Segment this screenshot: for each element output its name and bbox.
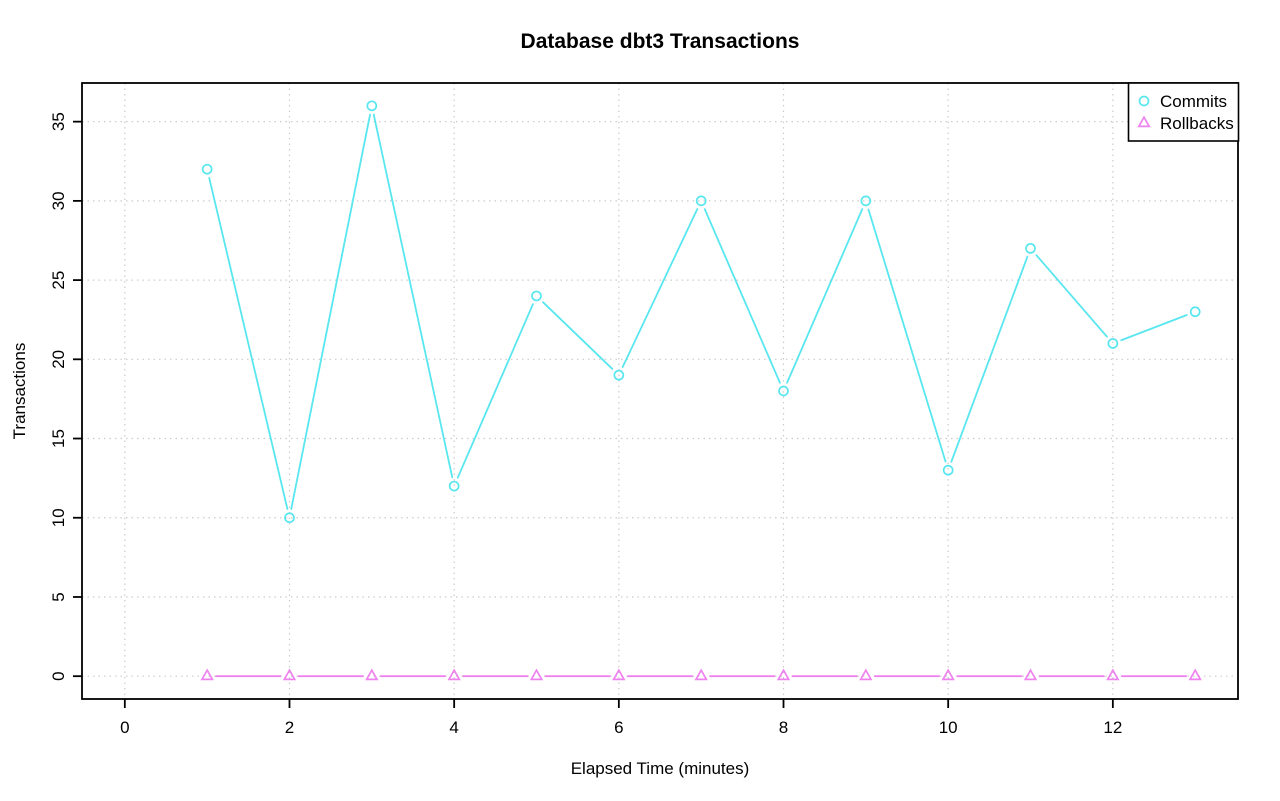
rollbacks-point (941, 668, 955, 681)
commits-point (860, 195, 872, 207)
y-tick-label: 25 (49, 271, 68, 290)
commits-line-segment (208, 177, 289, 510)
commits-point (1189, 306, 1201, 318)
commits-legend-icon (1138, 95, 1150, 107)
commits-line-segment (621, 208, 699, 368)
commits-line-segment (1120, 314, 1188, 342)
rollbacks-point (776, 668, 791, 681)
commits-line-segment (950, 255, 1029, 463)
legend-label-rollbacks: Rollbacks (1160, 114, 1234, 133)
legend-box (1127, 82, 1240, 142)
rollbacks-point (1106, 668, 1120, 681)
series-layer (200, 100, 1202, 681)
commits-point (778, 385, 789, 397)
x-tick-label: 2 (285, 718, 294, 737)
commits-point (942, 464, 954, 476)
commits-line-segment (1035, 254, 1108, 338)
y-tick-label: 15 (49, 429, 68, 448)
commits-line-segment (290, 113, 371, 510)
commits-line-segment (867, 208, 947, 463)
axis-layer: 0 2 4 6 8 10 12 0 5 10 15 20 25 30 35 (49, 112, 1122, 737)
commits-point (448, 480, 460, 492)
y-tick-label: 20 (49, 350, 68, 369)
rollbacks-point (365, 668, 379, 681)
chart-title: Database dbt3 Transactions (521, 30, 800, 53)
commits-point (613, 369, 625, 381)
y-tick-label: 30 (49, 191, 68, 210)
rollbacks-point (694, 668, 708, 681)
rollbacks-point (1188, 668, 1202, 681)
x-tick-label: 12 (1103, 718, 1122, 737)
y-axis-label: Transactions (10, 343, 29, 440)
grid-layer (82, 83, 1238, 699)
y-tick-label: 35 (49, 112, 68, 131)
x-tick-label: 6 (614, 718, 623, 737)
x-tick-label: 8 (779, 718, 788, 737)
y-tick-label: 10 (49, 508, 68, 527)
rollbacks-point (859, 668, 873, 681)
x-tick-label: 10 (939, 718, 958, 737)
legend: Commits Rollbacks (1127, 82, 1240, 142)
rollbacks-point (1023, 668, 1038, 681)
commits-point (1025, 243, 1036, 254)
commits-line-segment (703, 208, 781, 384)
rollbacks-point (612, 668, 626, 681)
plot-frame (81, 82, 1239, 700)
commits-point (366, 100, 378, 112)
commits-point (531, 290, 542, 302)
commits-point (695, 195, 707, 207)
legend-label-commits: Commits (1160, 92, 1227, 111)
commits-point (284, 512, 295, 524)
x-axis-label: Elapsed Time (minutes) (571, 759, 750, 778)
commits-point (1107, 338, 1119, 349)
rollbacks-point (200, 668, 214, 681)
rollbacks-point (282, 668, 297, 681)
commits-line-segment (542, 301, 614, 370)
y-tick-label: 5 (49, 592, 68, 601)
commits-line-segment (456, 303, 534, 479)
commits-line-segment (372, 113, 454, 479)
commits-line-segment (786, 208, 864, 384)
y-tick-label: 0 (49, 671, 68, 680)
x-tick-label: 0 (120, 718, 129, 737)
rollbacks-point (529, 668, 544, 681)
rollbacks-point (447, 668, 461, 681)
rollbacks-legend-icon (1137, 115, 1151, 128)
commits-point (201, 163, 213, 175)
x-tick-label: 4 (449, 718, 458, 737)
